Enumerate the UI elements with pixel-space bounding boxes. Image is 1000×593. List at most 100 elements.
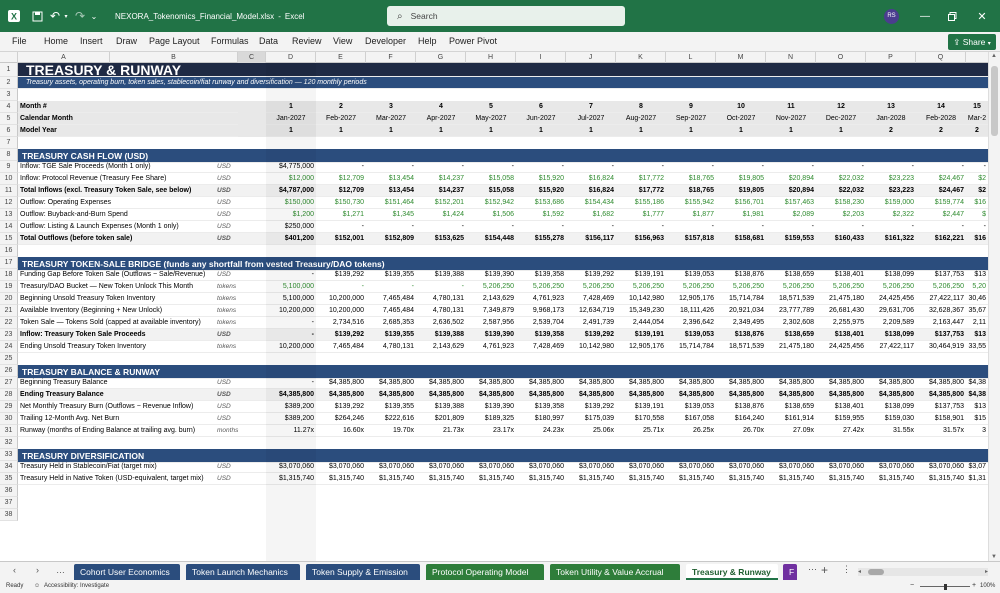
value-cell[interactable]: $161,322 <box>866 233 916 245</box>
value-cell[interactable]: 2,143,629 <box>466 293 516 305</box>
scroll-down-icon[interactable]: ▼ <box>991 554 997 560</box>
value-cell[interactable]: $138,876 <box>716 329 766 341</box>
value-cell[interactable]: 2,209,589 <box>866 317 916 329</box>
row-header[interactable]: 8 <box>0 149 18 161</box>
model-year-cell[interactable]: 1 <box>716 125 766 137</box>
sheet-subtitle[interactable]: Treasury assets, operating burn, token s… <box>18 77 988 89</box>
value-cell[interactable]: 30,46 <box>966 293 988 305</box>
value-cell[interactable]: $158,230 <box>816 197 866 209</box>
value-cell[interactable]: 27.42x <box>816 425 866 437</box>
value-cell[interactable]: 10,200,000 <box>316 305 366 317</box>
value-cell[interactable]: 24.23x <box>516 425 566 437</box>
model-year-cell[interactable]: 1 <box>616 125 666 137</box>
value-cell[interactable]: - <box>516 161 566 173</box>
sheet-tab[interactable]: Token Launch Mechanics <box>186 564 300 580</box>
value-cell[interactable]: 5,20 <box>966 281 988 293</box>
value-cell[interactable]: 10,200,000 <box>266 305 316 317</box>
value-cell[interactable]: $3,070,060 <box>916 461 966 473</box>
value-cell[interactable]: $139,053 <box>666 329 716 341</box>
row-header[interactable]: 9 <box>0 161 18 173</box>
value-cell[interactable]: - <box>566 161 616 173</box>
value-cell[interactable]: 15,349,230 <box>616 305 666 317</box>
value-cell[interactable]: 4,761,923 <box>466 341 516 353</box>
value-cell[interactable]: $401,200 <box>266 233 316 245</box>
model-year-cell[interactable]: 1 <box>266 125 316 137</box>
value-cell[interactable]: - <box>666 221 716 233</box>
value-cell[interactable]: 5,206,250 <box>766 281 816 293</box>
value-cell[interactable]: 5,206,250 <box>616 281 666 293</box>
value-cell[interactable]: 4,780,131 <box>416 305 466 317</box>
row-header[interactable]: 17 <box>0 257 18 269</box>
value-cell[interactable]: 32,628,367 <box>916 305 966 317</box>
value-cell[interactable]: $3,070,060 <box>566 461 616 473</box>
value-cell[interactable]: $180,997 <box>516 413 566 425</box>
value-cell[interactable]: $4,385,800 <box>316 389 366 401</box>
value-cell[interactable]: $138,876 <box>716 401 766 413</box>
zoom-level[interactable]: 100% <box>980 583 996 589</box>
model-year-cell[interactable]: 1 <box>566 125 616 137</box>
column-header-p[interactable]: P <box>866 52 916 63</box>
value-cell[interactable]: 15,714,784 <box>666 341 716 353</box>
value-cell[interactable]: $138,099 <box>866 269 916 281</box>
value-cell[interactable]: $159,553 <box>766 233 816 245</box>
value-cell[interactable]: $139,388 <box>416 269 466 281</box>
value-cell[interactable]: $159,955 <box>816 413 866 425</box>
value-cell[interactable]: - <box>916 161 966 173</box>
value-cell[interactable]: $139,191 <box>616 401 666 413</box>
value-cell[interactable]: 18,111,426 <box>666 305 716 317</box>
unit-cell[interactable]: tokens <box>214 317 266 329</box>
value-cell[interactable]: $1,31 <box>966 473 988 485</box>
value-cell[interactable]: - <box>566 221 616 233</box>
column-header-f[interactable]: F <box>366 52 416 63</box>
value-cell[interactable]: $139,358 <box>516 401 566 413</box>
row-label[interactable]: Net Monthly Treasury Burn (Outflows − Re… <box>18 401 214 413</box>
month-number-cell[interactable]: 4 <box>416 101 466 113</box>
column-header-h[interactable]: H <box>466 52 516 63</box>
value-cell[interactable]: - <box>466 161 516 173</box>
value-cell[interactable]: $139,292 <box>316 329 366 341</box>
value-cell[interactable]: $16,824 <box>566 185 616 197</box>
value-cell[interactable]: $3,070,060 <box>816 461 866 473</box>
value-cell[interactable]: 2,255,975 <box>816 317 866 329</box>
value-cell[interactable]: $152,809 <box>366 233 416 245</box>
row-label[interactable]: Treasury Held in Native Token (USD-equiv… <box>18 473 214 485</box>
value-cell[interactable]: $1,315,740 <box>716 473 766 485</box>
row-label[interactable]: Runway (months of Ending Balance at trai… <box>18 425 214 437</box>
value-cell[interactable]: 2,734,516 <box>316 317 366 329</box>
value-cell[interactable]: - <box>416 221 466 233</box>
row-header[interactable]: 11 <box>0 185 18 197</box>
row-label[interactable]: Available Inventory (Beginning + New Unl… <box>18 305 214 317</box>
value-cell[interactable]: $139,292 <box>566 401 616 413</box>
value-cell[interactable]: $2,322 <box>866 209 916 221</box>
unit-cell[interactable]: USD <box>214 269 266 281</box>
sheet-tab[interactable]: F <box>783 564 797 580</box>
column-header-m[interactable]: M <box>716 52 766 63</box>
close-button[interactable]: ✕ <box>977 10 987 23</box>
value-cell[interactable]: $138,659 <box>766 401 816 413</box>
value-cell[interactable]: 18,571,539 <box>766 293 816 305</box>
value-cell[interactable]: $1,315,740 <box>866 473 916 485</box>
search-box[interactable]: ⌕ Search <box>387 6 625 26</box>
undo-icon[interactable]: ↶ <box>49 9 61 23</box>
sheet-tab[interactable]: Protocol Operating Model <box>426 564 544 580</box>
row-header[interactable]: 4 <box>0 101 18 113</box>
calendar-month-cell[interactable]: Jan-2027 <box>266 113 316 125</box>
value-cell[interactable]: $1,200 <box>266 209 316 221</box>
menu-home[interactable]: Home <box>44 36 69 46</box>
value-cell[interactable]: $22,032 <box>816 173 866 185</box>
row-label[interactable]: Beginning Treasury Balance <box>18 377 214 389</box>
column-header-a[interactable]: A <box>18 52 110 63</box>
sheet-tab[interactable]: Token Utility & Value Accrual <box>550 564 680 580</box>
value-cell[interactable]: 7,465,484 <box>316 341 366 353</box>
value-cell[interactable]: $3,070,060 <box>716 461 766 473</box>
value-cell[interactable]: 27,422,117 <box>916 293 966 305</box>
value-cell[interactable]: $12,709 <box>316 173 366 185</box>
calendar-month-label[interactable]: Calendar Month <box>18 113 238 125</box>
value-cell[interactable]: $23,223 <box>866 173 916 185</box>
row-header[interactable]: 3 <box>0 89 18 101</box>
value-cell[interactable]: $2,447 <box>916 209 966 221</box>
value-cell[interactable]: $157,463 <box>766 197 816 209</box>
value-cell[interactable]: $167,058 <box>666 413 716 425</box>
unit-cell[interactable]: USD <box>214 389 266 401</box>
unit-cell[interactable]: USD <box>214 233 266 245</box>
